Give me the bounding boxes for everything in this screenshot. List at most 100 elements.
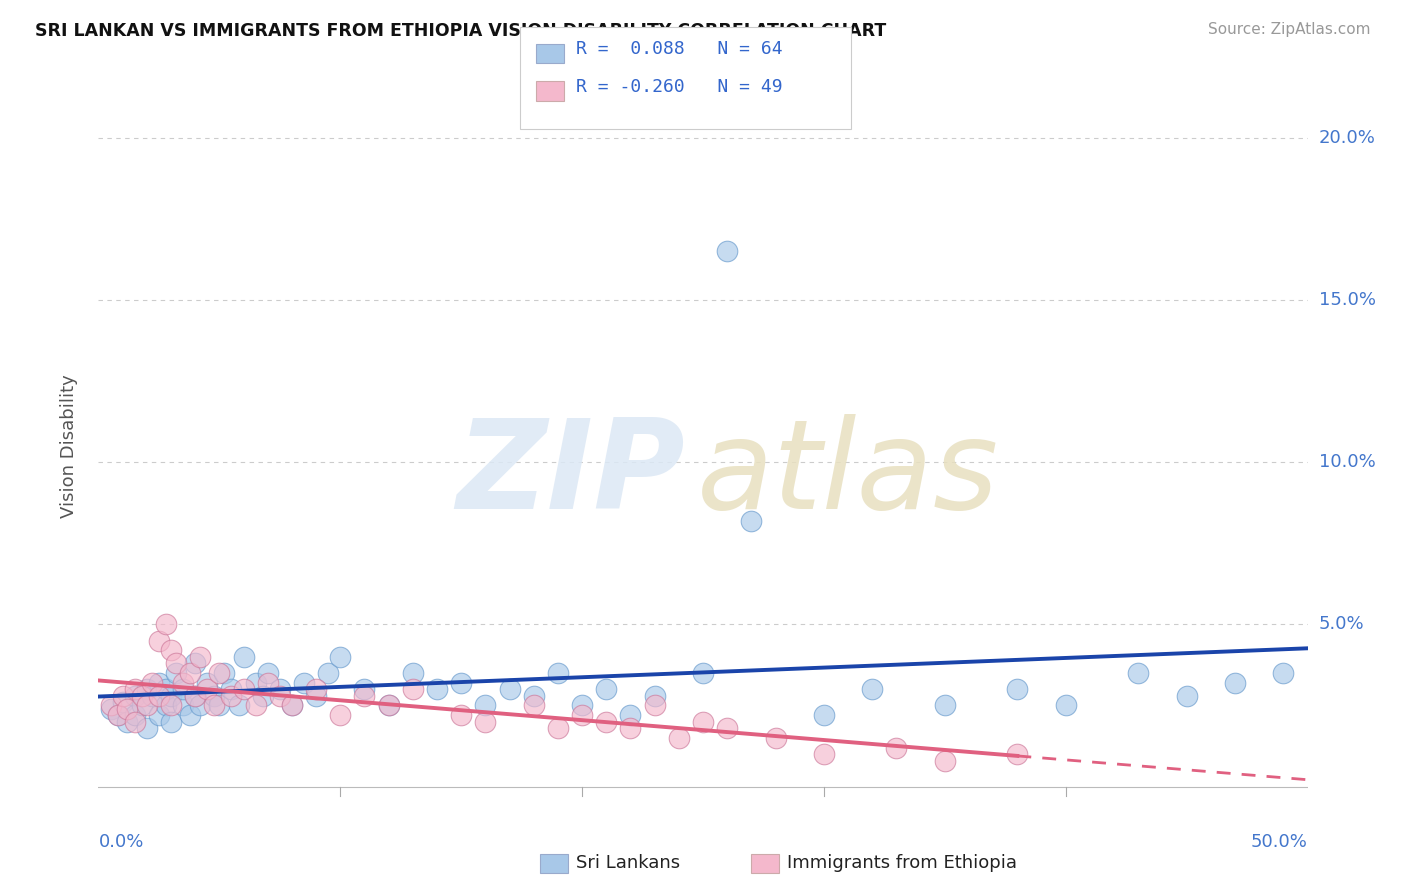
Point [160, 698, 183, 713]
Point [619, 708, 641, 723]
Point [155, 698, 177, 713]
Point [124, 708, 146, 723]
Point [292, 675, 315, 690]
Text: SRI LANKAN VS IMMIGRANTS FROM ETHIOPIA VISION DISABILITY CORRELATION CHART: SRI LANKAN VS IMMIGRANTS FROM ETHIOPIA V… [35, 22, 886, 40]
Point [1175, 689, 1198, 703]
Point [426, 682, 449, 697]
Point [402, 666, 425, 681]
Point [111, 695, 134, 709]
Text: Sri Lankans: Sri Lankans [576, 855, 681, 872]
Point [595, 714, 617, 729]
Text: 50.0%: 50.0% [1251, 833, 1308, 851]
Point [281, 698, 304, 713]
Point [245, 698, 267, 713]
Point [595, 682, 617, 697]
Point [474, 698, 496, 713]
Point [195, 675, 218, 690]
Y-axis label: Vision Disability: Vision Disability [59, 374, 77, 518]
Point [498, 682, 520, 697]
Point [141, 675, 163, 690]
Point [245, 675, 267, 690]
Text: 10.0%: 10.0% [1319, 453, 1375, 471]
Point [474, 714, 496, 729]
Point [716, 721, 738, 735]
Point [692, 714, 714, 729]
Point [172, 698, 194, 713]
Point [1007, 682, 1029, 697]
Point [179, 666, 201, 681]
Point [148, 708, 170, 723]
Point [111, 689, 134, 703]
Point [377, 698, 399, 713]
Point [107, 708, 129, 723]
Point [165, 666, 187, 681]
Point [644, 689, 666, 703]
Point [135, 682, 157, 697]
Point [188, 698, 211, 713]
Point [160, 714, 183, 729]
Text: R =  0.088   N = 64: R = 0.088 N = 64 [576, 40, 783, 58]
Point [155, 682, 177, 697]
Point [740, 514, 762, 528]
Point [221, 689, 243, 703]
Point [547, 666, 569, 681]
Point [100, 698, 122, 713]
Point [117, 702, 139, 716]
Point [571, 708, 593, 723]
Point [934, 698, 956, 713]
Point [1272, 666, 1295, 681]
Text: R = -0.260   N = 49: R = -0.260 N = 49 [576, 78, 783, 95]
Point [765, 731, 787, 745]
Point [353, 689, 375, 703]
Point [269, 689, 291, 703]
Point [148, 675, 170, 690]
Point [252, 689, 274, 703]
Point [256, 675, 278, 690]
Point [668, 731, 690, 745]
Point [208, 666, 231, 681]
Point [547, 721, 569, 735]
Text: ZIP: ZIP [456, 414, 685, 535]
Point [523, 689, 546, 703]
Point [165, 657, 187, 671]
Point [124, 714, 146, 729]
Text: 15.0%: 15.0% [1319, 291, 1375, 309]
Point [160, 689, 183, 703]
Point [135, 698, 157, 713]
Point [124, 682, 146, 697]
Point [1007, 747, 1029, 761]
Point [353, 682, 375, 697]
Point [172, 675, 194, 690]
Point [208, 698, 231, 713]
Point [934, 754, 956, 768]
Point [195, 682, 218, 697]
Point [329, 649, 352, 664]
Point [117, 714, 139, 729]
Point [179, 708, 201, 723]
Point [135, 721, 157, 735]
Point [204, 689, 226, 703]
Point [228, 698, 250, 713]
Text: Immigrants from Ethiopia: Immigrants from Ethiopia [787, 855, 1018, 872]
Text: 20.0%: 20.0% [1319, 128, 1375, 147]
Text: atlas: atlas [697, 414, 1000, 535]
Point [377, 698, 399, 713]
Point [100, 702, 122, 716]
Point [141, 689, 163, 703]
Point [1223, 675, 1246, 690]
Point [619, 721, 641, 735]
Point [148, 633, 170, 648]
Point [450, 708, 472, 723]
Point [1054, 698, 1077, 713]
Point [450, 675, 472, 690]
Point [305, 689, 328, 703]
Point [813, 747, 835, 761]
Point [107, 708, 129, 723]
Point [571, 698, 593, 713]
Point [124, 689, 146, 703]
Point [232, 682, 254, 697]
Point [172, 682, 194, 697]
Point [184, 657, 207, 671]
Point [184, 689, 207, 703]
Point [305, 682, 328, 697]
